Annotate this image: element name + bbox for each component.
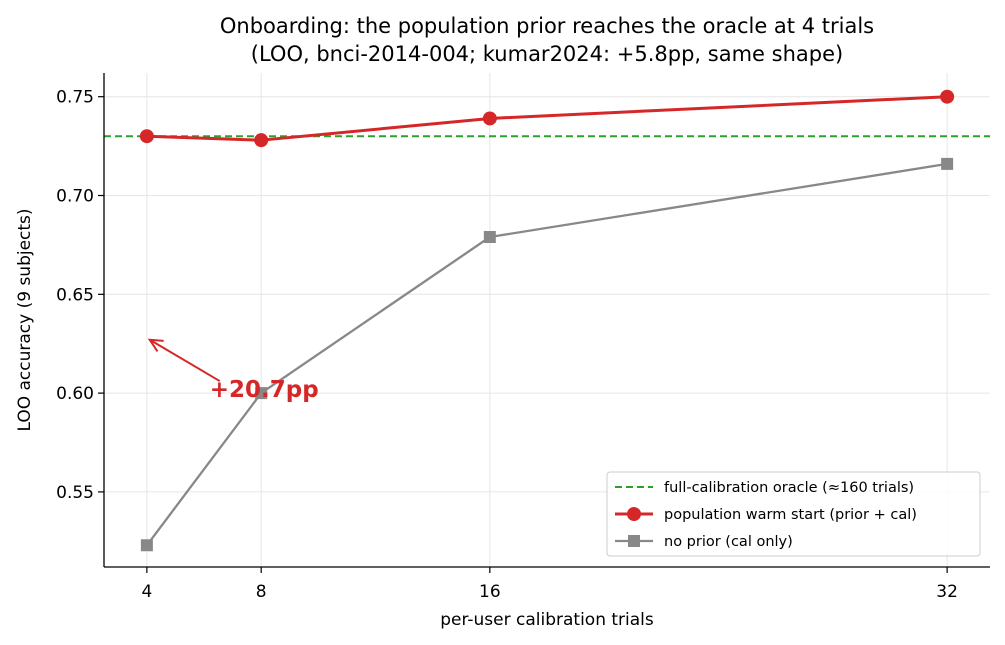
series-1-point-2 (483, 231, 496, 244)
series-0-point-0 (139, 129, 154, 144)
series-line-1 (145, 162, 948, 546)
series-0-point-3 (940, 89, 955, 104)
data-series (139, 89, 955, 552)
chart-title: Onboarding: the population prior reaches… (220, 14, 874, 38)
legend-frame (606, 471, 981, 557)
series-0-point-2 (482, 111, 497, 126)
legend-swatch-marker-2 (628, 535, 640, 547)
annotations: +20.7pp (147, 338, 319, 403)
x-ticks: 4 8 16 32 (141, 567, 958, 602)
annotation-arrowhead-0 (147, 338, 164, 352)
y-tick-label-2: 0.65 (56, 285, 94, 305)
legend-entry-2: no prior (cal only) (615, 534, 793, 550)
x-tick-label-0: 4 (141, 582, 152, 602)
series-1-point-0 (140, 539, 153, 552)
legend: full-calibration oracle (≈160 trials) pop… (606, 471, 981, 557)
legend-label-2: no prior (cal only) (664, 534, 793, 550)
y-tick-label-4: 0.75 (56, 88, 94, 108)
y-tick-label-3: 0.70 (56, 187, 94, 207)
x-tick-label-2: 16 (479, 582, 501, 602)
series-1-point-1 (255, 387, 268, 400)
series-0-point-1 (254, 133, 269, 148)
y-tick-label-1: 0.60 (56, 384, 94, 404)
x-tick-label-3: 32 (936, 582, 958, 602)
series-1-point-3 (941, 157, 954, 170)
legend-label-0: full-calibration oracle (≈160 trials) (664, 480, 914, 496)
series-0 (139, 89, 955, 148)
y-ticks: 0.55 0.60 0.65 0.70 0.75 (56, 88, 104, 503)
x-axis-label: per-user calibration trials (440, 610, 654, 630)
annotation-text-0: +20.7pp (210, 377, 319, 403)
series-line-0 (146, 95, 948, 142)
series-1 (140, 157, 954, 552)
annotation-arrow-0 (149, 338, 221, 382)
chart-subtitle: (LOO, bnci-2014-004; kumar2024: +5.8pp, … (251, 42, 843, 66)
x-tick-label-1: 8 (256, 582, 267, 602)
y-tick-label-0: 0.55 (56, 483, 94, 503)
legend-entry-1: population warm start (prior + cal) (615, 507, 917, 523)
grid-lines (104, 73, 990, 567)
y-axis-label: LOO accuracy (9 subjects) (15, 208, 35, 431)
legend-entry-0: full-calibration oracle (≈160 trials) (615, 480, 914, 496)
legend-entries: full-calibration oracle (≈160 trials) pop… (615, 480, 917, 550)
legend-label-1: population warm start (prior + cal) (664, 507, 917, 523)
legend-swatch-marker-1 (627, 507, 641, 521)
